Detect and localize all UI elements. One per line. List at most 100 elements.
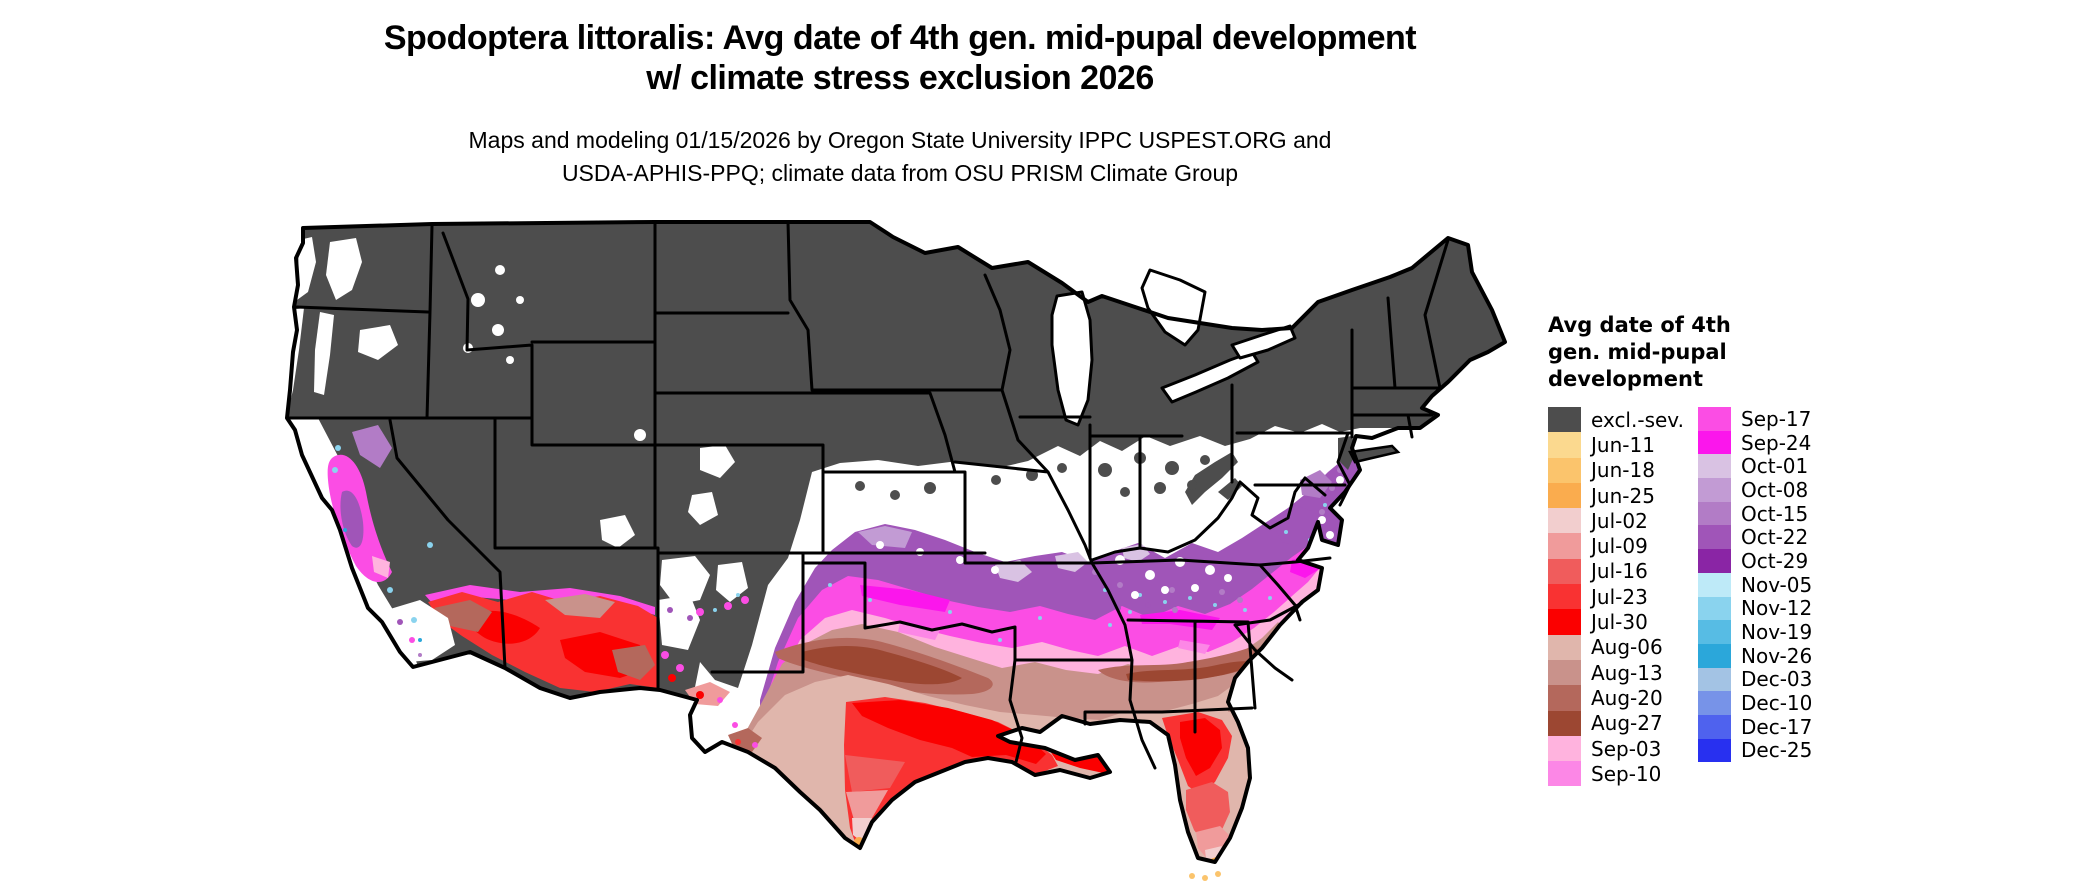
speckle-dot: [506, 356, 514, 364]
legend-swatch: [1698, 667, 1731, 692]
speckle-dot: [1138, 593, 1142, 597]
el-paso-red-dot: [696, 691, 704, 699]
legend-swatch: [1548, 584, 1581, 610]
speckle-dot: [696, 608, 704, 616]
speckle-dot: [492, 324, 504, 336]
speckle-dot: [735, 739, 741, 745]
legend-swatch: [1698, 572, 1731, 597]
appalachian-gray-streak-2: [1218, 478, 1242, 500]
speckle-dot: [1187, 480, 1197, 490]
legend-title-line: development: [1548, 367, 1703, 391]
speckle-dot: [956, 556, 964, 564]
legend-label: Aug-06: [1591, 635, 1663, 660]
speckle-dot: [1172, 607, 1178, 613]
map-title: Spodoptera littoralis: Avg date of 4th g…: [150, 18, 1650, 98]
legend-title-line: gen. mid-pupal: [1548, 340, 1727, 364]
legend-row: Jul-02: [1548, 508, 1684, 534]
speckle-dot: [732, 722, 738, 728]
legend-label: Jul-23: [1591, 584, 1648, 609]
or-cascades-white: [314, 312, 334, 395]
southwest-brown-3: [612, 645, 655, 680]
legend-label: Jul-30: [1591, 610, 1648, 635]
legend-row: Aug-13: [1548, 659, 1684, 686]
gulf-coast-july-core: [852, 700, 1046, 764]
lake-erie: [1160, 350, 1260, 404]
speckle-dot: [1154, 482, 1166, 494]
legend-row: Jun-18: [1548, 457, 1684, 483]
utah-white: [600, 515, 635, 548]
legend-label: Dec-03: [1741, 667, 1813, 692]
legend-row: Dec-17: [1698, 715, 1812, 739]
legend-swatch: [1548, 508, 1581, 534]
speckle-dot: [327, 522, 333, 528]
legend-row: Jun-25: [1548, 482, 1684, 509]
speckle-dot: [741, 596, 749, 604]
speckle-dot: [471, 293, 485, 307]
speckle-dot: [411, 617, 417, 623]
legend-swatch: [1548, 659, 1581, 686]
speckle-dot: [1213, 603, 1217, 607]
state-borders: [285, 220, 1450, 770]
speckle-dot: [991, 566, 999, 574]
speckle-dot: [1326, 531, 1334, 539]
legend-label: Jun-11: [1591, 432, 1655, 457]
legend-row: Nov-26: [1698, 644, 1812, 668]
legend-label: Dec-25: [1741, 738, 1813, 763]
legend-swatch: [1548, 482, 1581, 509]
speckle-dot: [332, 467, 338, 473]
legend-column-left: excl.-sev. Jun-11 Jun-18 Jun-25 Jul-02 Jul-09…: [1548, 407, 1684, 787]
legend-row: Dec-03: [1698, 667, 1813, 692]
legend-swatch: [1548, 735, 1581, 762]
speckle-dot: [1145, 570, 1155, 580]
speckle-dot: [1237, 597, 1243, 603]
legend-row: Aug-06: [1548, 634, 1684, 660]
map-title-line1: Spodoptera littoralis: Avg date of 4th g…: [383, 19, 1417, 57]
legend-label: Nov-05: [1741, 572, 1813, 597]
legend-label: Dec-17: [1741, 714, 1813, 739]
legend-row: Dec-10: [1698, 691, 1812, 715]
speckle-dot: [1195, 579, 1201, 585]
new-mexico-white-1: [660, 556, 710, 605]
sep10-patch-1: [898, 622, 940, 640]
speckle-dot: [876, 541, 884, 549]
colorado-white-2: [688, 492, 718, 525]
speckle-dot: [1175, 557, 1185, 567]
speckle-dot: [1057, 463, 1067, 473]
legend-swatch: [1698, 454, 1731, 479]
wa-cascades-white: [326, 238, 362, 300]
speckle-dot: [724, 602, 732, 610]
speckle-dot: [1161, 586, 1169, 594]
lake-huron: [1140, 268, 1207, 347]
speckle-dot: [1342, 502, 1348, 508]
speckle-dot: [1131, 591, 1139, 599]
speckle-dot: [713, 608, 717, 612]
speckle-dot: [1200, 455, 1210, 465]
legend-swatch: [1548, 685, 1581, 711]
legend-swatch: [1548, 558, 1581, 585]
legend-row: Jul-30: [1548, 609, 1684, 635]
legend-label: Jul-16: [1591, 559, 1648, 584]
appalachian-gray-streak-1: [1185, 452, 1238, 505]
legend-swatch: [1548, 407, 1581, 433]
speckle-dot: [828, 583, 832, 587]
map-subtitle-line1: Maps and modeling 01/15/2026 by Oregon S…: [468, 127, 1332, 153]
sep24-core-1: [860, 585, 950, 612]
valley-pink-spot: [372, 556, 390, 578]
speckle-dot: [516, 296, 524, 304]
legend-label: Nov-12: [1741, 596, 1813, 621]
legend: Avg date of 4th gen. mid-pupal development…: [1548, 312, 1968, 787]
legend-swatch: [1698, 596, 1731, 621]
legend-swatch: [1548, 533, 1581, 559]
long-island: [1348, 444, 1401, 464]
legend-label: Sep-17: [1741, 406, 1812, 431]
speckle-dot: [676, 664, 684, 672]
legend-label: Sep-24: [1741, 430, 1812, 455]
legend-row: Oct-22: [1698, 525, 1812, 549]
speckle-dot: [1243, 608, 1247, 612]
speckle-dot: [924, 482, 936, 494]
legend-label: Nov-19: [1741, 620, 1813, 645]
speckle-dot: [397, 619, 403, 625]
legend-row: Sep-24: [1698, 431, 1812, 455]
speckle-dot: [387, 587, 393, 593]
august-end-texas: [802, 646, 962, 685]
